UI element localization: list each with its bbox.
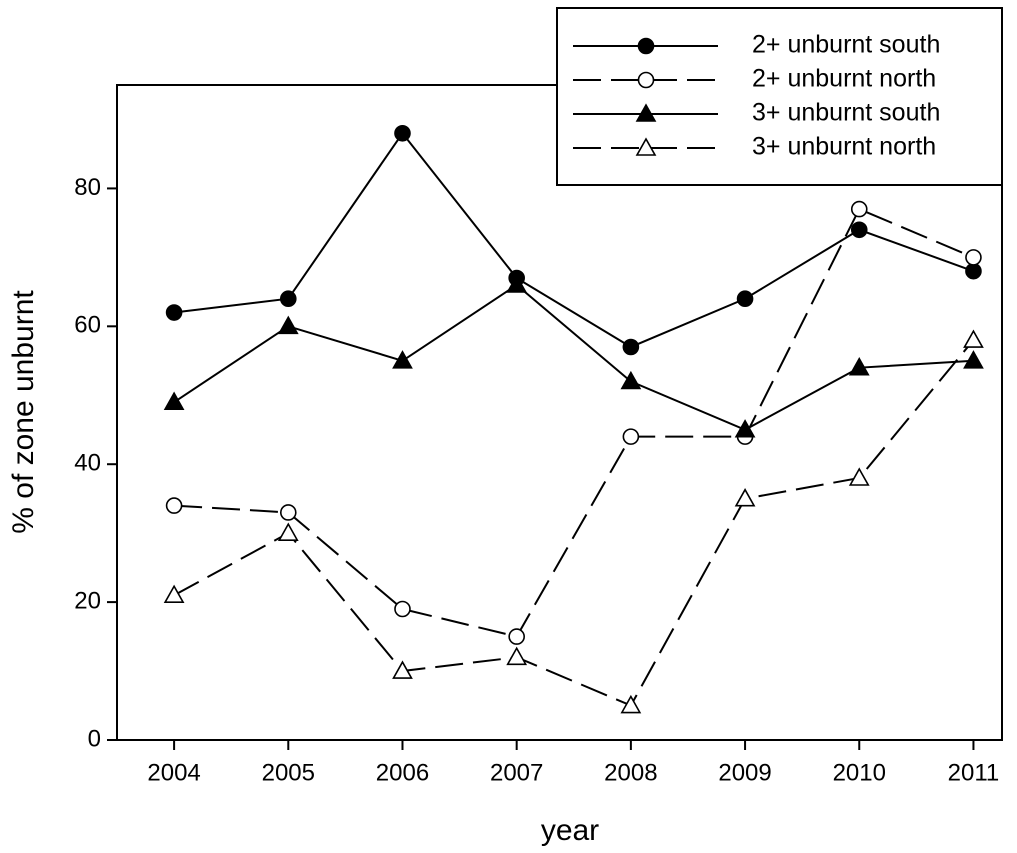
series-line xyxy=(174,207,974,638)
marker xyxy=(620,370,642,390)
marker xyxy=(165,304,183,321)
legend-marker xyxy=(637,71,655,89)
series-line xyxy=(173,339,975,707)
marker xyxy=(848,467,870,486)
marker xyxy=(163,391,185,410)
legend-label: 3+ unburnt south xyxy=(752,99,940,127)
marker xyxy=(736,290,754,308)
marker xyxy=(392,660,413,679)
legend-label: 2+ unburnt north xyxy=(752,65,936,93)
x-tick-label: 2009 xyxy=(718,759,771,786)
marker xyxy=(622,428,640,445)
marker xyxy=(734,419,756,438)
marker xyxy=(622,338,640,356)
y-tick-label: 0 xyxy=(88,725,101,752)
marker xyxy=(392,350,413,369)
x-tick-label: 2011 xyxy=(948,759,1000,786)
legend-marker xyxy=(635,137,657,156)
marker xyxy=(394,600,411,618)
marker xyxy=(279,504,297,521)
marker xyxy=(508,628,525,645)
x-tick-label: 2006 xyxy=(376,759,429,786)
legend-label: 2+ unburnt south xyxy=(752,31,940,59)
y-tick-label: 80 xyxy=(74,174,101,201)
marker xyxy=(394,124,411,142)
legend-box xyxy=(556,7,1003,186)
y-axis-label: % of zone unburnt xyxy=(7,290,40,534)
marker xyxy=(506,646,528,666)
x-tick-label: 2008 xyxy=(604,759,657,786)
marker xyxy=(850,200,868,218)
x-axis-label: year xyxy=(541,814,599,847)
marker xyxy=(277,315,299,335)
marker xyxy=(165,497,183,514)
x-tick-label: 2007 xyxy=(490,759,543,786)
series-line xyxy=(173,283,974,431)
marker xyxy=(279,290,297,308)
y-tick-label: 40 xyxy=(74,450,101,477)
marker xyxy=(965,262,982,280)
legend-marker xyxy=(635,103,657,122)
series-line xyxy=(173,131,974,349)
x-tick-label: 2004 xyxy=(147,759,200,786)
legend-marker xyxy=(637,37,655,55)
marker xyxy=(963,329,984,348)
marker xyxy=(848,357,870,376)
marker xyxy=(163,584,185,604)
marker xyxy=(963,350,984,369)
marker xyxy=(850,221,868,239)
marker xyxy=(965,249,982,266)
marker xyxy=(277,522,299,541)
y-tick-label: 60 xyxy=(74,312,101,339)
x-tick-label: 2010 xyxy=(833,759,886,786)
y-tick-label: 20 xyxy=(74,587,101,614)
x-tick-label: 2005 xyxy=(262,759,315,786)
marker xyxy=(506,274,528,293)
marker xyxy=(734,488,756,507)
legend-label: 3+ unburnt north xyxy=(752,133,936,161)
marker xyxy=(620,694,642,714)
